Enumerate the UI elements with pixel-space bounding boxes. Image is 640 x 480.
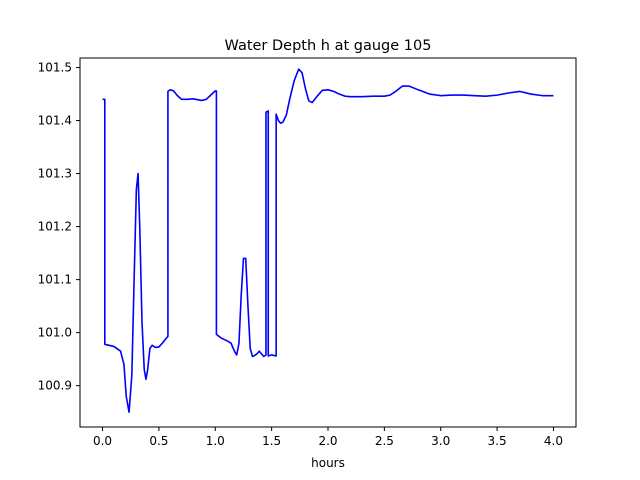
y-tick-label: 101.1 — [38, 273, 72, 287]
y-tick-label: 101.0 — [38, 326, 72, 340]
series-line-0 — [102, 68, 554, 413]
y-axis-ticks: 100.9 101.0 101.1 101.2 101.3 101.4 101.5 — [38, 61, 80, 393]
x-tick-label: 2.5 — [375, 434, 394, 448]
y-tick-label: 101.5 — [38, 61, 72, 75]
x-tick-label: 0.0 — [93, 434, 112, 448]
plot-area — [102, 68, 554, 413]
y-tick-label: 100.9 — [38, 379, 72, 393]
x-tick-label: 3.0 — [431, 434, 450, 448]
x-tick-label: 1.0 — [206, 434, 225, 448]
x-tick-label: 1.5 — [262, 434, 281, 448]
x-tick-label: 3.5 — [488, 434, 507, 448]
y-tick-label: 101.2 — [38, 220, 72, 234]
chart-title: Water Depth h at gauge 105 — [225, 38, 432, 54]
x-tick-label: 4.0 — [544, 434, 563, 448]
y-tick-label: 101.4 — [38, 114, 72, 128]
x-tick-label: 0.5 — [149, 434, 168, 448]
y-tick-label: 101.3 — [38, 167, 72, 181]
x-axis-ticks: 0.0 0.5 1.0 1.5 2.0 2.5 3.0 3.5 4.0 — [93, 427, 563, 448]
x-tick-label: 2.0 — [318, 434, 337, 448]
x-axis-label: hours — [311, 456, 345, 470]
